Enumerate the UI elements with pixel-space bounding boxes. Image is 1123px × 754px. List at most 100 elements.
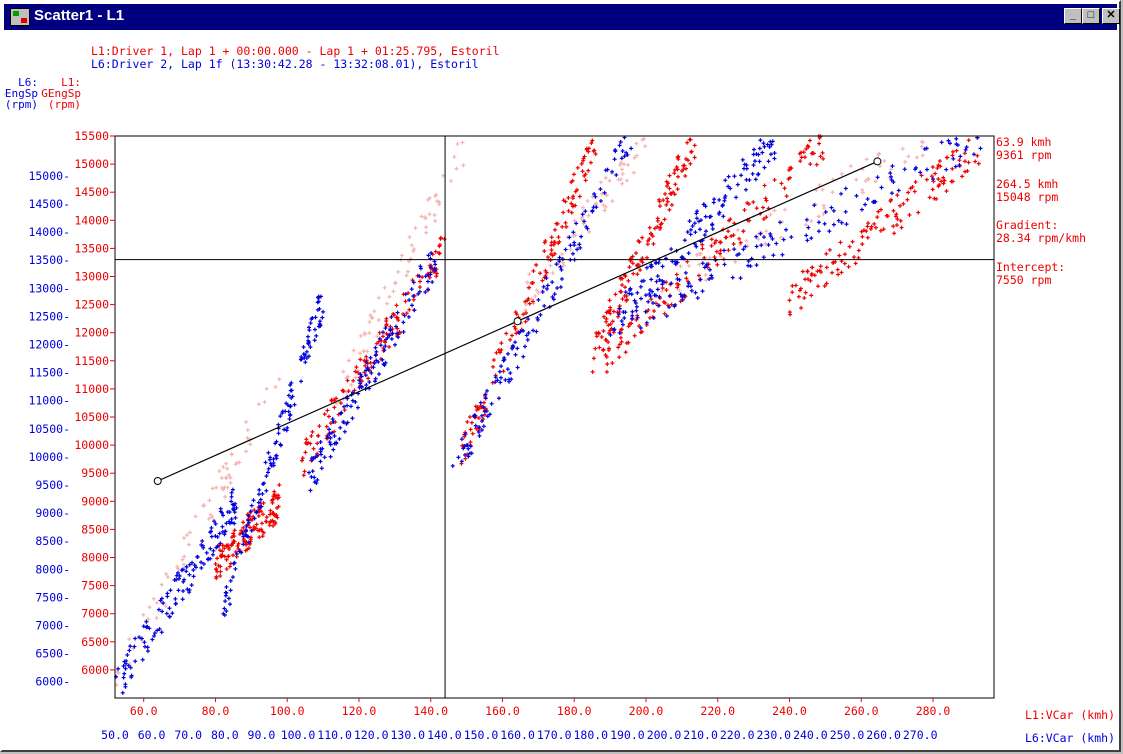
data-point-l6 [366, 367, 371, 372]
data-point-l1 [328, 421, 333, 426]
data-point-l1 [851, 255, 856, 260]
scatter-chart[interactable]: L1:Driver 1, Lap 1 + 00:00.000 - Lap 1 +… [0, 30, 1119, 750]
data-point-overlay [448, 178, 453, 183]
data-point-l6 [260, 491, 265, 496]
data-point-l1 [820, 150, 825, 155]
data-point-l6 [142, 640, 147, 645]
data-point-l1 [299, 458, 304, 463]
data-point-l6 [331, 419, 336, 424]
data-point-overlay [262, 400, 267, 405]
data-point-l1 [391, 311, 396, 316]
data-point-l1 [608, 307, 613, 312]
data-point-l6 [554, 262, 559, 267]
data-point-l1 [798, 159, 803, 164]
data-point-l6 [318, 459, 323, 464]
data-point-l6 [173, 601, 178, 606]
data-point-l6 [412, 308, 417, 313]
data-point-l6 [525, 337, 530, 342]
minimize-button[interactable]: _ [1064, 8, 1082, 24]
data-point-l1 [905, 197, 910, 202]
data-point-l6 [558, 285, 563, 290]
data-point-l6 [128, 644, 133, 649]
data-point-overlay [561, 263, 566, 268]
data-point-l6 [168, 588, 173, 593]
data-point-overlay [719, 254, 724, 259]
chart-area: L1:Driver 1, Lap 1 + 00:00.000 - Lap 1 +… [0, 30, 1119, 750]
data-point-l6 [278, 442, 283, 447]
data-point-l6 [256, 500, 261, 505]
data-point-overlay [903, 159, 908, 164]
data-point-l6 [353, 400, 358, 405]
data-point-l6 [330, 430, 335, 435]
data-point-l6 [342, 404, 347, 409]
data-point-l1 [810, 265, 815, 270]
title-bar[interactable]: Scatter1 - L1 _ □ ✕ [4, 4, 1120, 30]
data-point-l6 [228, 588, 233, 593]
data-point-l1 [564, 224, 569, 229]
data-point-l6 [466, 454, 471, 459]
data-point-l6 [321, 309, 326, 314]
data-point-overlay [225, 466, 230, 471]
data-point-l1 [929, 174, 934, 179]
data-point-overlay [455, 141, 460, 146]
data-point-l1 [215, 569, 220, 574]
data-point-l1 [606, 323, 611, 328]
data-point-l1 [601, 348, 606, 353]
data-point-overlay [181, 562, 186, 567]
data-point-l6 [229, 490, 234, 495]
maximize-button[interactable]: □ [1082, 8, 1100, 24]
data-point-l6 [357, 385, 362, 390]
data-point-l1 [411, 297, 416, 302]
data-point-l6 [221, 513, 226, 518]
data-point-l1 [830, 260, 835, 265]
data-point-overlay [587, 229, 592, 234]
data-point-l1 [696, 273, 701, 278]
data-point-l1 [666, 181, 671, 186]
data-point-l6 [243, 529, 248, 534]
data-point-l1 [252, 508, 257, 513]
close-button[interactable]: ✕ [1102, 8, 1120, 24]
data-point-overlay [412, 247, 417, 252]
data-point-l6 [229, 499, 234, 504]
data-point-overlay [228, 480, 233, 485]
data-point-overlay [219, 476, 224, 481]
data-point-l1 [856, 248, 861, 253]
data-point-l6 [507, 379, 512, 384]
data-point-l6 [308, 321, 313, 326]
data-point-l6 [126, 663, 131, 668]
data-point-overlay [678, 264, 683, 269]
data-point-l6 [377, 336, 382, 341]
data-point-l6 [301, 345, 306, 350]
data-point-l6 [479, 428, 484, 433]
data-point-l6 [403, 292, 408, 297]
data-point-l1 [326, 414, 331, 419]
data-point-l1 [543, 273, 548, 278]
data-point-l6 [534, 329, 539, 334]
data-point-l6 [302, 355, 307, 360]
data-point-l1 [611, 309, 616, 314]
data-point-overlay [779, 235, 784, 240]
data-point-l1 [220, 549, 225, 554]
data-point-l1 [839, 270, 844, 275]
data-point-l1 [838, 240, 843, 245]
data-point-l1 [470, 431, 475, 436]
data-point-l6 [174, 577, 179, 582]
data-point-l1 [809, 293, 814, 298]
data-point-overlay [601, 203, 606, 208]
data-point-overlay [368, 313, 373, 318]
data-point-overlay [900, 146, 905, 151]
data-point-overlay [175, 564, 180, 569]
data-point-l6 [450, 463, 455, 468]
data-point-l1 [747, 218, 752, 223]
data-point-l6 [307, 328, 312, 333]
data-point-l6 [204, 550, 209, 555]
data-point-l1 [667, 186, 672, 191]
app-icon[interactable] [10, 8, 30, 26]
data-point-overlay [619, 160, 624, 165]
data-point-overlay [419, 214, 424, 219]
data-point-l6 [409, 287, 414, 292]
data-point-l6 [481, 404, 486, 409]
data-point-l1 [395, 315, 400, 320]
data-point-l6 [383, 360, 388, 365]
data-point-l6 [622, 154, 627, 159]
